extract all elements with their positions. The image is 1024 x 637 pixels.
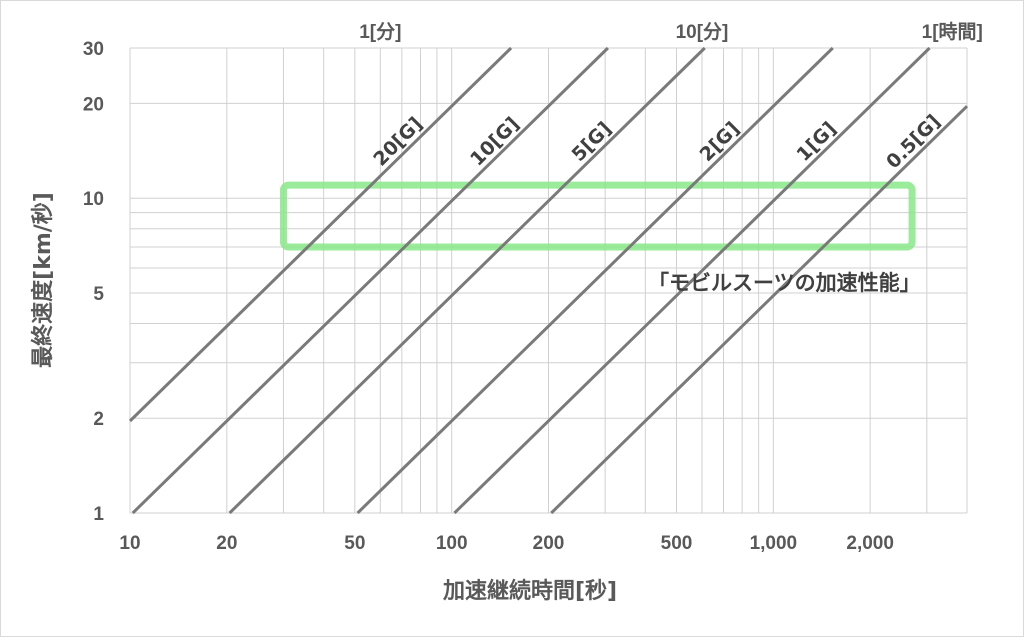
series-label: 0.5[G] [882, 110, 945, 173]
x-tick-label: 1,000 [750, 533, 798, 554]
x-tick-label: 2,000 [846, 533, 894, 554]
highlight-label: 「モビルスーツの加速性能」 [648, 271, 921, 295]
top-axis-label: 10[分] [676, 21, 729, 43]
x-tick-label: 100 [436, 533, 468, 554]
series-line [550, 105, 969, 515]
y-tick-label: 30 [83, 39, 104, 60]
y-tick-labels: 1 2 5 10 20 30 [83, 39, 105, 525]
y-tick-label: 20 [83, 94, 104, 115]
y-tick-label: 2 [93, 409, 104, 430]
series-labels: 20[G] 10[G] 5[G] 2[G] 1[G] 0.5[G] [369, 110, 944, 173]
series-label: 10[G] [466, 113, 524, 171]
x-tick-label: 50 [344, 533, 365, 554]
y-tick-label: 5 [93, 284, 104, 305]
x-tick-label: 10 [119, 533, 140, 554]
y-tick-label: 1 [93, 504, 104, 525]
series-line [128, 46, 513, 423]
top-axis-labels: 1[分] 10[分] 1[時間] [359, 21, 983, 43]
highlight-region [279, 181, 916, 251]
series-line [453, 46, 931, 515]
top-axis-label: 1[時間] [922, 21, 983, 43]
x-tick-label: 20 [216, 533, 237, 554]
y-tick-label: 10 [83, 189, 104, 210]
series-lines [128, 46, 969, 515]
x-axis-title: 加速継続時間[秒] [442, 578, 617, 604]
x-tick-label: 500 [661, 533, 693, 554]
series-label: 20[G] [369, 113, 427, 171]
y-gridlines [130, 47, 967, 514]
series-line [356, 46, 834, 515]
x-tick-label: 200 [533, 533, 565, 554]
x-gridlines [129, 48, 968, 513]
y-axis-title: 最終速度[km/秒] [30, 192, 56, 368]
x-tick-labels: 10 20 50 100 200 500 1,000 2,000 [119, 533, 894, 554]
series-line [228, 46, 706, 515]
series-line [131, 46, 609, 515]
top-axis-label: 1[分] [359, 21, 401, 43]
